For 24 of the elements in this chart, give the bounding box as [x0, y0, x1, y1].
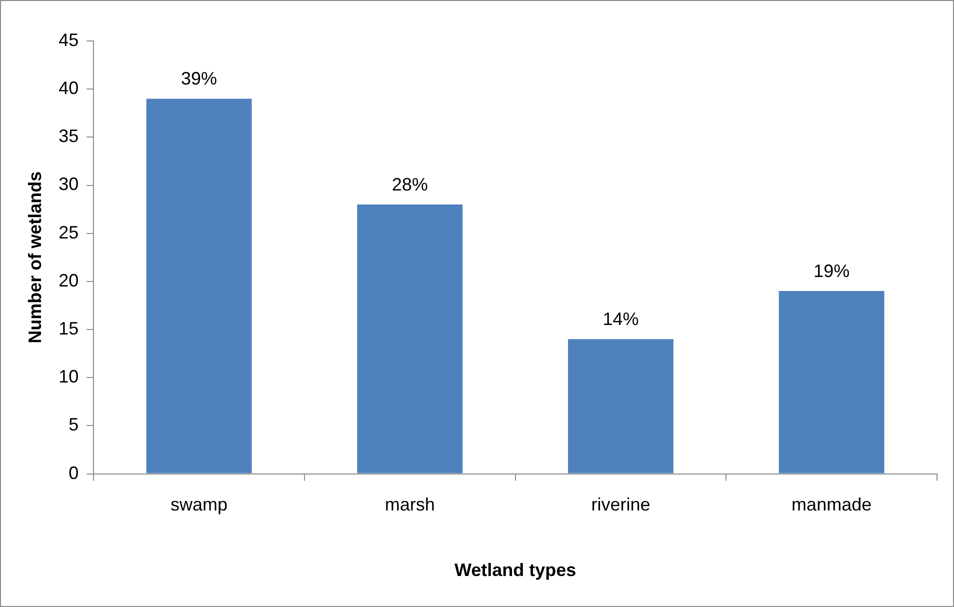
x-tick-label: riverine [591, 494, 650, 515]
bar [568, 339, 674, 474]
y-tick-label: 30 [58, 174, 79, 194]
y-tick-label: 10 [58, 366, 79, 387]
y-tick-label: 40 [58, 78, 79, 98]
data-label: 39% [181, 68, 218, 89]
y-tick-label: 45 [58, 30, 79, 50]
x-axis-title: Wetland types [454, 560, 576, 580]
y-tick-label: 15 [58, 318, 79, 338]
data-label: 19% [814, 261, 850, 282]
y-tick-label: 0 [68, 462, 79, 483]
y-axis-title: Number of wetlands [24, 171, 45, 344]
bar [778, 291, 884, 474]
x-tick-label: manmade [792, 494, 872, 515]
y-tick-label: 25 [58, 222, 79, 242]
bar [146, 98, 252, 474]
data-label: 28% [392, 174, 428, 194]
data-label: 14% [602, 309, 639, 330]
bar [357, 204, 463, 474]
x-tick-label: marsh [384, 494, 435, 515]
y-tick-label: 20 [58, 270, 79, 290]
y-tick-label: 35 [58, 126, 79, 146]
y-tick-label: 5 [68, 414, 79, 435]
x-tick-label: swamp [170, 494, 228, 515]
